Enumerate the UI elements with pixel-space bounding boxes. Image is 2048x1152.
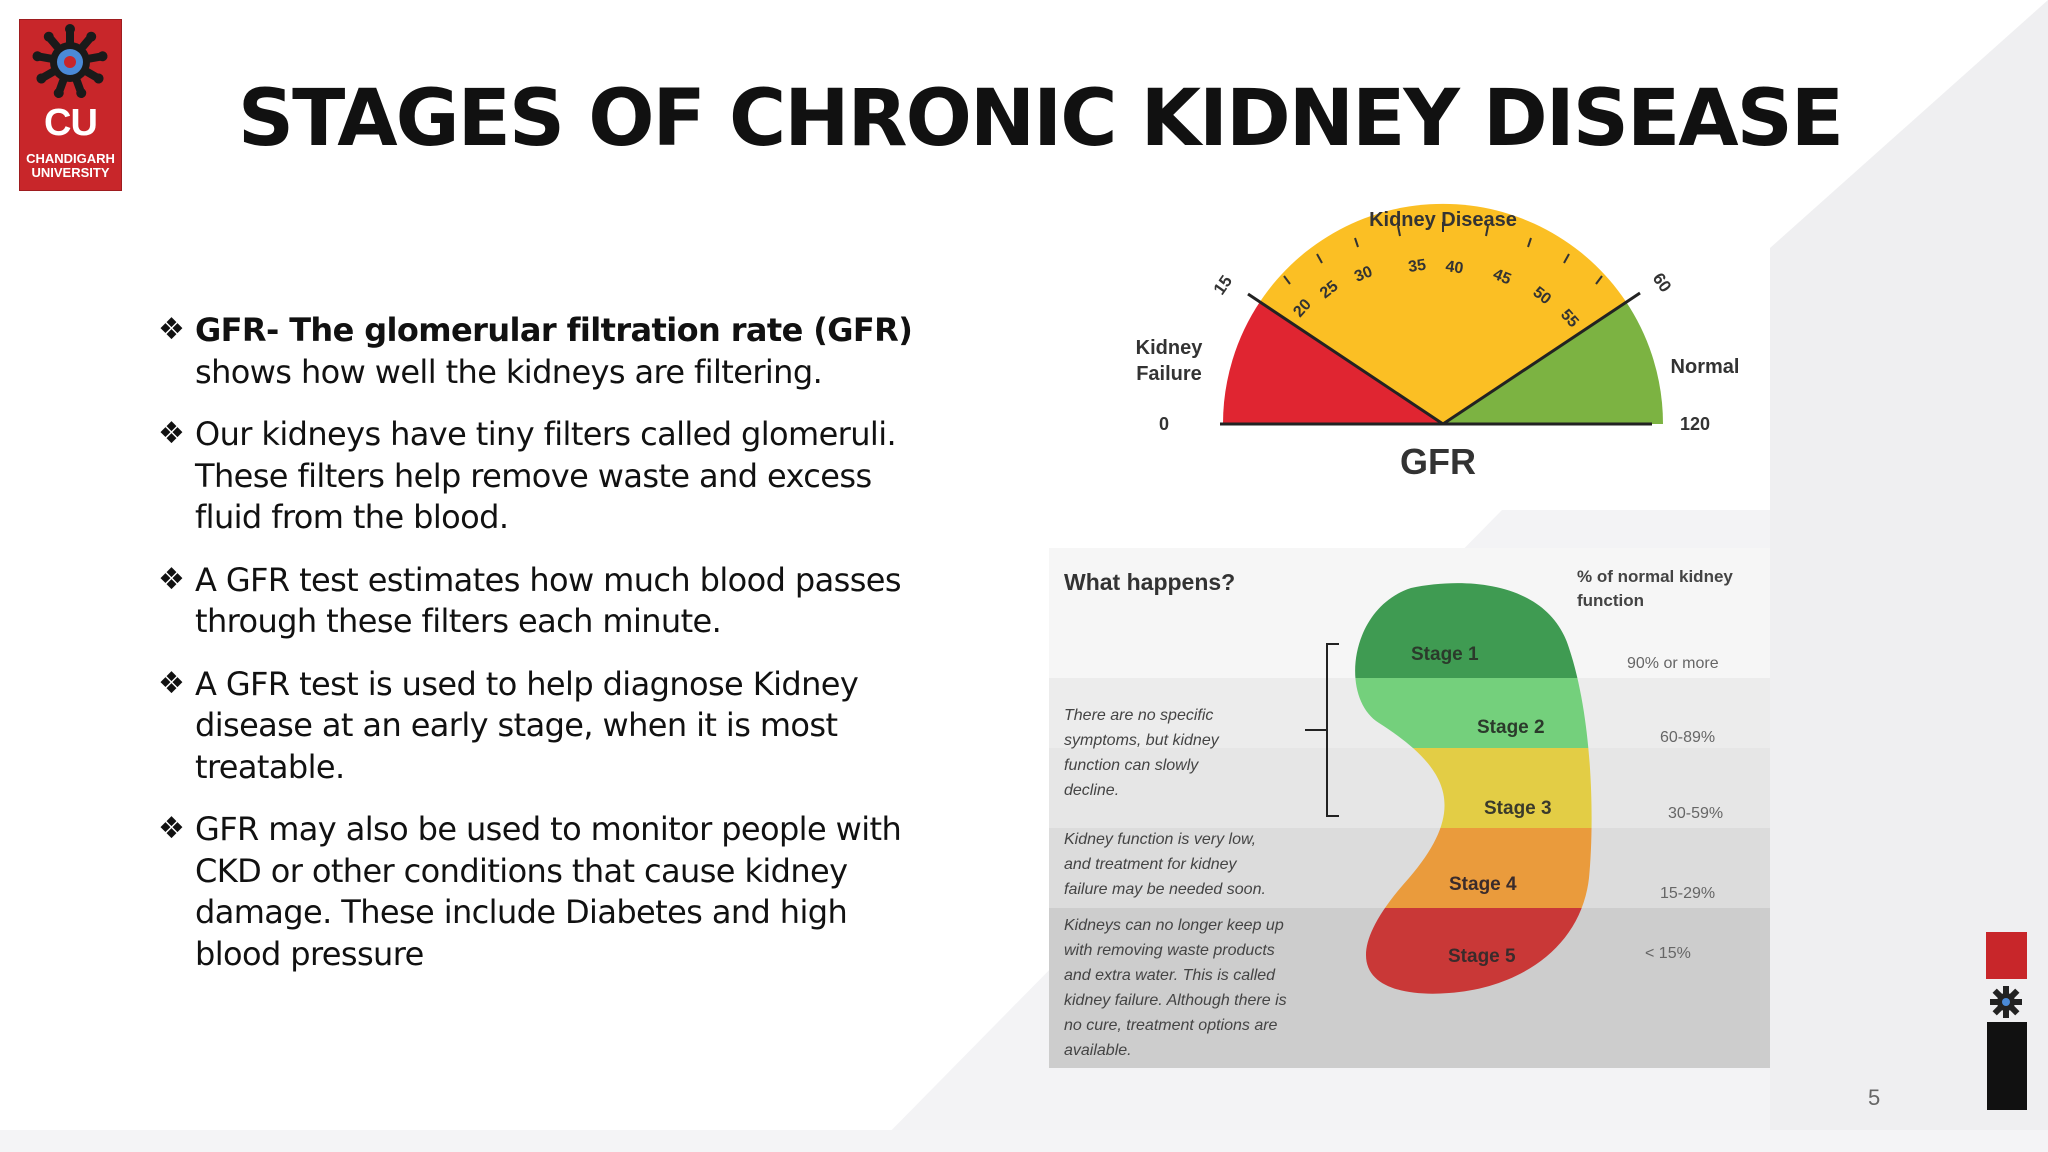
bullet-5-line-2: CKD or other conditions that cause kidne… (195, 851, 848, 890)
gear-icon (1990, 986, 2022, 1018)
note-2-line-3: failure may be needed soon. (1064, 881, 1266, 898)
logo-name: CHANDIGARH UNIVERSITY (20, 152, 121, 180)
gfr-gauge-svg: Kidney Disease 15 60 20 25 30 35 40 45 5… (1136, 203, 1740, 482)
gauge-title: Kidney Disease (1369, 209, 1517, 231)
bullet-monitoring: ❖ GFR may also be used to monitor people… (158, 809, 948, 975)
page-number: 5 (1868, 1085, 1881, 1110)
bullet-gfr-test: ❖ A GFR test estimates how much blood pa… (158, 560, 948, 643)
gauge-boundary-line-60 (1442, 291, 1641, 426)
diamond-bullet-icon: ❖ (158, 416, 185, 451)
bullet-3-line-2: through these filters each minute. (195, 602, 722, 640)
right-grey-shape (1770, 0, 2048, 1152)
stage-5-label: Stage 5 (1448, 946, 1516, 967)
bullet-5-line-1: GFR may also be used to monitor people w… (195, 810, 902, 848)
diamond-bullet-icon: ❖ (158, 665, 185, 701)
bullet-1-bold: GFR- The glomerular filtration rate (GFR… (195, 311, 913, 349)
stage-2-label: Stage 2 (1477, 717, 1545, 738)
gauge-right-label: Normal (1671, 356, 1740, 378)
diamond-bullet-icon: ❖ (158, 312, 185, 347)
gauge-min-label: 0 (1159, 414, 1169, 434)
bullet-2-line-1: Our kidneys have tiny filters called glo… (195, 415, 897, 453)
gauge-failure-zone (1223, 301, 1443, 424)
bullet-2-line-3: fluid from the blood. (195, 498, 509, 536)
stages-heading: What happens? (1064, 569, 1235, 595)
percent-heading-line-1: % of normal kidney (1577, 567, 1733, 586)
stage-2-percent: 60-89% (1660, 729, 1715, 746)
stage-4-percent: 15-29% (1660, 885, 1715, 902)
gauge-normal-zone (1443, 301, 1663, 424)
bottom-strip (0, 1130, 2048, 1152)
bullet-4-line-2: disease at an early stage, when it is mo… (195, 706, 838, 744)
note-3-line-3: and extra water. This is called (1064, 967, 1276, 984)
bullet-1-line-1: shows how well the kidneys are filtering… (195, 352, 823, 391)
ckd-stages-diagram: What happens? % of normal kidney functio… (1049, 548, 1770, 1068)
bullet-diagnosis: ❖ A GFR test is used to help diagnose Ki… (158, 664, 948, 789)
bullet-4-line-1: A GFR test is used to help diagnose Kidn… (195, 664, 859, 703)
bullet-glomeruli: ❖ Our kidneys have tiny filters called g… (158, 414, 948, 539)
bullet-list: ❖ GFR- The glomerular filtration rate (G… (158, 310, 948, 996)
stages-1-3-bracket (1305, 643, 1339, 817)
bullet-5-line-4: blood pressure (195, 934, 424, 973)
diamond-bullet-icon: ❖ (158, 561, 185, 597)
note-1-line-2: symptoms, but kidney (1064, 732, 1220, 749)
university-logo: CU CHANDIGARH UNIVERSITY (20, 20, 121, 190)
stage-4-note: Kidney function is very low, and treatme… (1064, 831, 1266, 898)
gauge-tick-30: 30 (1352, 263, 1375, 285)
gauge-tick-35: 35 (1407, 257, 1427, 276)
diamond-bullet-icon: ❖ (158, 811, 185, 846)
gauge-left-label-line-1: Kidney (1136, 337, 1204, 359)
gauge-label-60: 60 (1649, 269, 1675, 295)
logo-name-line-1: CHANDIGARH (26, 151, 115, 166)
gauge-tick-40: 40 (1444, 258, 1464, 277)
side-black-block (1987, 1022, 2027, 1110)
gauge-ticks (1283, 222, 1603, 285)
note-3-line-6: available. (1064, 1042, 1132, 1059)
logo-emblem-icon (31, 24, 109, 100)
stage-1-percent: 90% or more (1627, 655, 1719, 672)
side-red-block (1986, 932, 2027, 979)
stage-5-percent: < 15% (1645, 945, 1691, 962)
logo-abbreviation: CU (44, 102, 98, 144)
gauge-axis-label: GFR (1400, 441, 1476, 482)
note-1-line-4: decline. (1064, 782, 1119, 799)
note-2-line-1: Kidney function is very low, (1064, 831, 1256, 848)
band-stage-3 (1049, 748, 1770, 828)
note-1-line-1: There are no specific (1064, 707, 1213, 724)
stage-3-label: Stage 3 (1484, 798, 1552, 819)
stages-1-3-note: There are no specific symptoms, but kidn… (1064, 707, 1220, 799)
gauge-max-label: 120 (1680, 414, 1710, 434)
bullet-2-line-2: These filters help remove waste and exce… (195, 456, 872, 495)
bullet-4-line-3: treatable. (195, 747, 345, 786)
note-3-line-5: no cure, treatment options are (1064, 1017, 1278, 1034)
note-1-line-3: function can slowly (1064, 757, 1199, 774)
note-2-line-2: and treatment for kidney (1064, 856, 1238, 873)
stage-1-label: Stage 1 (1411, 644, 1479, 665)
gauge-boundary-line-15 (1247, 292, 1444, 426)
bullet-gfr-definition: ❖ GFR- The glomerular filtration rate (G… (158, 310, 948, 393)
percent-heading-line-2: function (1577, 591, 1644, 610)
gauge-disease-zone (1260, 203, 1626, 424)
bullet-5-line-3: damage. These include Diabetes and high (195, 893, 848, 931)
gauge-label-15: 15 (1210, 272, 1236, 298)
ckd-stages-svg: What happens? % of normal kidney functio… (1049, 548, 1770, 1068)
stage-4-label: Stage 4 (1449, 874, 1517, 895)
gauge-tick-45: 45 (1491, 266, 1514, 288)
gauge-left-label-line-2: Failure (1136, 363, 1202, 385)
note-3-line-4: kidney failure. Although there is (1064, 992, 1287, 1009)
bullet-3-line-1: A GFR test estimates how much blood pass… (195, 560, 902, 599)
stage-3-percent: 30-59% (1668, 805, 1723, 822)
stage-5-note: Kidneys can no longer keep up with remov… (1064, 917, 1287, 1059)
logo-name-line-2: UNIVERSITY (31, 165, 110, 180)
note-3-line-2: with removing waste products (1064, 942, 1275, 959)
gfr-gauge-diagram: Kidney Disease 15 60 20 25 30 35 40 45 5… (1112, 198, 1770, 504)
slide-title: STAGES OF CHRONIC KIDNEY DISEASE (237, 74, 1844, 164)
note-3-line-1: Kidneys can no longer keep up (1064, 917, 1284, 934)
